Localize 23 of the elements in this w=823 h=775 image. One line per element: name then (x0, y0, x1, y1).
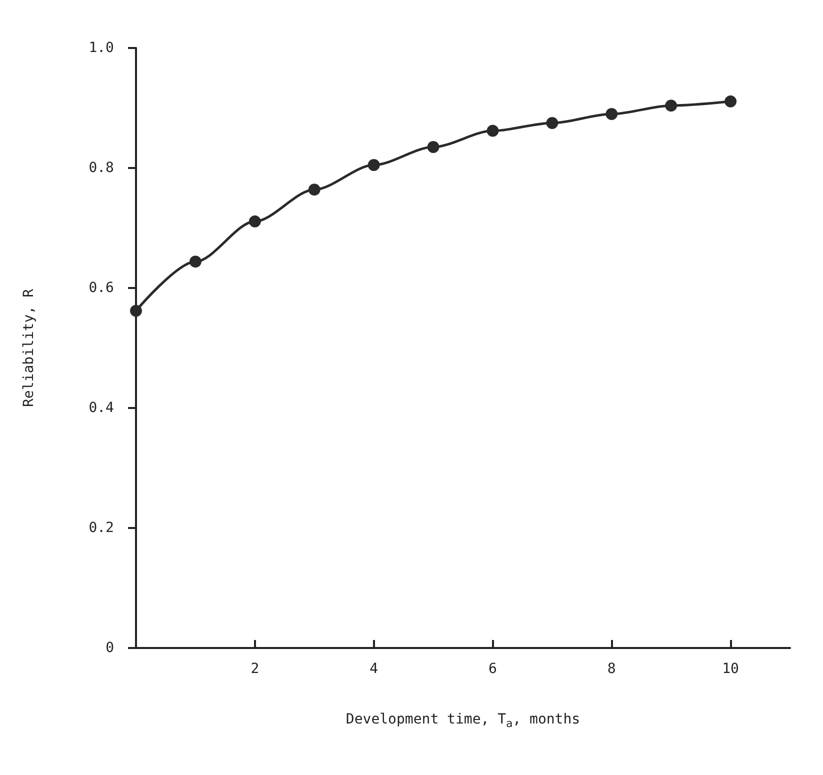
point (724, 95, 737, 108)
y-tick-label: 0 (106, 640, 114, 656)
y-tick-label: 1.0 (88, 40, 114, 56)
y-tick-label: 0.6 (88, 280, 114, 296)
x-tick-label: 6 (488, 661, 497, 677)
x-tick-label: 10 (722, 661, 739, 677)
point (189, 256, 202, 268)
y-tick-label: 0.2 (88, 520, 114, 536)
point (427, 141, 440, 153)
point (606, 108, 618, 120)
point (248, 215, 261, 228)
x-tick-label: 8 (607, 661, 616, 677)
x-tick-label: 4 (370, 661, 378, 677)
point (308, 184, 320, 196)
x-tick-label: 2 (250, 661, 260, 677)
point (665, 100, 678, 112)
point (130, 304, 142, 317)
y-tick-label: 0.4 (88, 400, 114, 416)
point (546, 117, 558, 129)
point (368, 159, 380, 171)
y-tick-label: 0.8 (88, 160, 114, 176)
point (486, 124, 499, 137)
y-axis-title: Reliability, R (21, 288, 37, 408)
